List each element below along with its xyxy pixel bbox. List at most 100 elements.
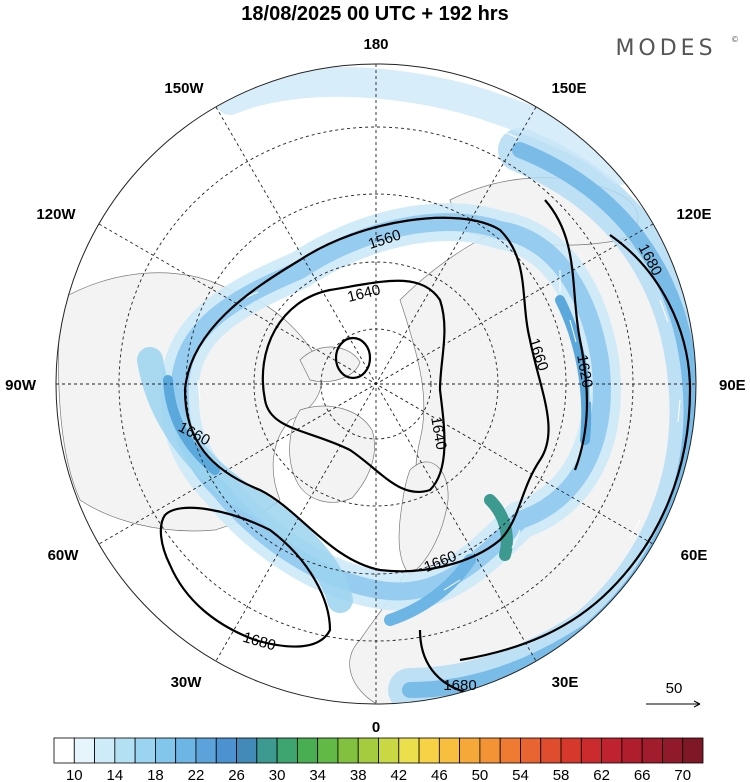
- lon-label-60w: 60W: [48, 547, 80, 564]
- colorbar-swatch: [459, 737, 481, 764]
- colorbar-swatch: [418, 737, 440, 764]
- colorbar-tick-label: 26: [228, 767, 245, 782]
- lon-label-150e: 150E: [551, 80, 586, 97]
- colorbar-tick-label: 70: [674, 767, 691, 782]
- colorbar: 10 14 18 22 26 30 34 38 42 46 50 54 58 62 66 70: [53, 737, 704, 782]
- colorbar-tick-label: 14: [107, 767, 124, 782]
- colorbar-swatch: [662, 737, 684, 764]
- colorbar-swatch: [540, 737, 562, 764]
- colorbar-swatch: [175, 737, 197, 764]
- colorbar-swatch: [53, 737, 75, 764]
- colorbar-swatch: [682, 737, 704, 764]
- longitude-labels: 180 150E 120E 90E 60E 30E 0 30W 60W 90W …: [5, 36, 746, 736]
- wind-arrow: [443, 579, 461, 591]
- colorbar-swatch: [378, 737, 400, 764]
- colorbar-swatch: [114, 737, 136, 764]
- colorbar-swatch: [215, 737, 237, 764]
- brand-copyright-mark: ©: [731, 35, 739, 44]
- colorbar-tick-label: 46: [431, 767, 448, 782]
- colorbar-swatch: [641, 737, 663, 764]
- contour-1620: [544, 199, 589, 471]
- colorbar-swatch: [357, 737, 379, 764]
- colorbar-tick-label: 38: [350, 767, 367, 782]
- colorbar-swatch: [479, 737, 501, 764]
- colorbar-swatch: [438, 737, 461, 764]
- meridian-line: [98, 223, 654, 545]
- jet-core-west: [163, 375, 220, 475]
- colorbar-swatch: [134, 737, 156, 764]
- lon-label-90w: 90W: [5, 377, 37, 394]
- lon-label-120w: 120W: [36, 206, 76, 223]
- lon-label-90e: 90E: [719, 377, 746, 394]
- colorbar-tick-label: 62: [593, 767, 610, 782]
- map-border: [55, 63, 697, 705]
- colorbar-tick-label: 30: [269, 767, 286, 782]
- colorbar-tick-label: 18: [147, 767, 164, 782]
- colorbar-swatch: [621, 737, 643, 764]
- land-greenland: [289, 405, 375, 503]
- wind-arrow: [569, 319, 577, 343]
- jet-core-south: [384, 554, 476, 626]
- land-arctic-islands: [299, 346, 361, 382]
- colorbar-tick-label: 66: [634, 767, 651, 782]
- latitude-circle: [253, 261, 499, 507]
- jet-band-west: [137, 347, 353, 613]
- contour-1660: [183, 216, 550, 573]
- colorbar-swatch: [195, 737, 217, 764]
- map-title: 18/08/2025 00 UTC + 192 hrs: [241, 3, 508, 25]
- colorbar-swatch: [580, 737, 602, 764]
- wind-arrow: [197, 379, 201, 401]
- lon-label-180: 180: [363, 36, 388, 53]
- contour-1680-east: [459, 234, 692, 662]
- lon-label-30w: 30W: [171, 674, 203, 691]
- colorbar-swatch: [520, 737, 542, 764]
- colorbar-swatch: [236, 737, 258, 764]
- lon-label-150w: 150W: [164, 80, 204, 97]
- colorbar-tick-label: 42: [390, 767, 407, 782]
- wind-arrow: [499, 129, 519, 139]
- colorbar-tick-label: 54: [512, 767, 529, 782]
- contour-label: 1680: [443, 677, 476, 694]
- lon-label-0: 0: [372, 719, 380, 736]
- height-contours: [159, 199, 692, 697]
- colorbar-swatch: [499, 737, 521, 764]
- colorbar-swatch: [73, 737, 95, 764]
- jet-stream-shading: [137, 66, 696, 704]
- colorbar-swatch: [398, 737, 420, 764]
- contour-1560: [334, 336, 372, 380]
- brand-logo: MODES: [615, 36, 716, 61]
- vector-reference-value: 50: [666, 680, 683, 697]
- colorbar-tick-label: 34: [309, 767, 326, 782]
- contour-label: 1620: [573, 353, 596, 389]
- vector-reference-arrowhead: [693, 700, 701, 708]
- colorbar-tick-label: 22: [188, 767, 205, 782]
- colorbar-swatch: [296, 737, 319, 764]
- colorbar-swatch: [560, 737, 582, 764]
- colorbar-swatch: [94, 737, 116, 764]
- colorbar-swatch: [317, 737, 339, 764]
- lon-label-120e: 120E: [676, 206, 711, 223]
- contour-label: 1640: [427, 415, 450, 451]
- vector-reference: 50: [646, 680, 701, 708]
- jet-peak-south: [484, 494, 513, 561]
- colorbar-tick-label: 58: [553, 767, 570, 782]
- wind-arrow: [659, 299, 669, 323]
- wind-arrow: [439, 109, 463, 115]
- lon-label-30e: 30E: [552, 674, 579, 691]
- wind-arrow: [511, 529, 521, 549]
- contour-1640: [261, 279, 446, 493]
- colorbar-swatch: [337, 737, 359, 764]
- colorbar-tick-label: 50: [472, 767, 489, 782]
- lon-label-60e: 60E: [681, 547, 708, 564]
- jet-band-mid: [170, 213, 611, 601]
- jet-band-north: [215, 66, 635, 185]
- colorbar-swatch: [256, 737, 278, 764]
- colorbar-swatch: [155, 737, 177, 764]
- wind-arrow: [629, 519, 641, 539]
- map-disc: [56, 64, 696, 704]
- colorbar-swatch: [601, 737, 623, 764]
- colorbar-tick-label: 10: [66, 767, 83, 782]
- colorbar-swatch: [276, 737, 298, 764]
- contour-1680-southwest: [159, 506, 332, 648]
